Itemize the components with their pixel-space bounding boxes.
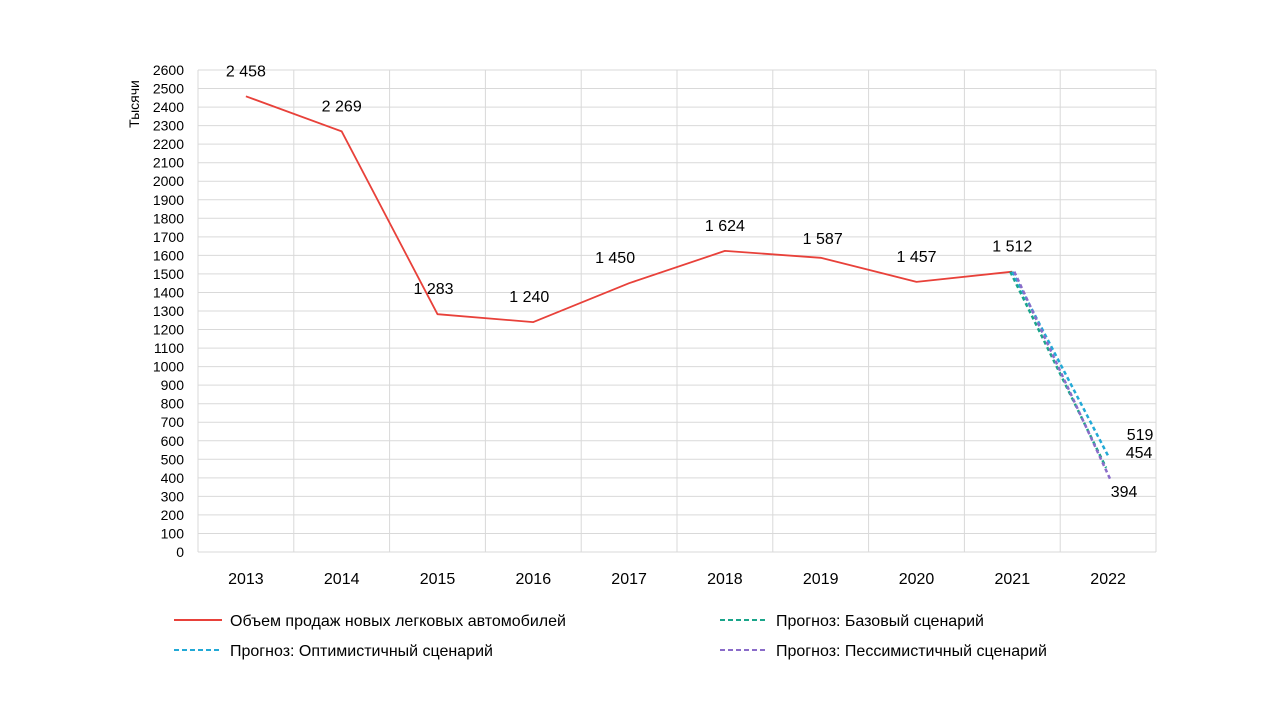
y-tick-label: 600 — [161, 433, 185, 449]
grid-lines — [197, 69, 1157, 553]
y-tick-label: 200 — [161, 507, 185, 523]
y-tick-label: 1400 — [153, 284, 184, 300]
series-line-2 — [1009, 271, 1108, 469]
x-tick-label: 2016 — [516, 571, 552, 588]
x-tick-label: 2013 — [228, 571, 264, 588]
y-axis: 0 100 200 300 400 500 600 700 800 900 1000 1100 1200… — [153, 62, 184, 560]
x-tick-label: 2017 — [611, 571, 647, 588]
data-label: 1 283 — [413, 281, 453, 298]
y-tick-label: 400 — [161, 470, 185, 486]
y-tick-label: 2400 — [153, 99, 184, 115]
data-label: 1 457 — [896, 249, 936, 266]
y-tick-label: 1900 — [153, 192, 184, 208]
legend: Объем продаж новых легковых автомобилей П… — [174, 613, 1047, 660]
data-label: 1 587 — [803, 231, 843, 248]
y-tick-label: 100 — [161, 525, 185, 541]
data-label: 1 450 — [595, 250, 635, 267]
x-tick-label: 2019 — [803, 571, 839, 588]
data-label: 519 — [1127, 427, 1154, 444]
y-tick-label: 2500 — [153, 81, 184, 97]
legend-item-3: Прогноз: Оптимистичный сценарий — [174, 643, 493, 660]
y-tick-label: 1700 — [153, 229, 184, 245]
y-tick-label: 1100 — [154, 340, 184, 356]
y-tick-label: 1800 — [153, 210, 184, 226]
data-label: 1 624 — [705, 218, 745, 235]
y-tick-label: 1500 — [153, 266, 184, 282]
data-label: 2 269 — [322, 98, 362, 115]
y-tick-label: 300 — [161, 488, 185, 504]
legend-label: Объем продаж новых легковых автомобилей — [230, 613, 566, 630]
data-label: 1 512 — [992, 239, 1032, 256]
data-label: 1 240 — [509, 289, 549, 306]
y-axis-title: Тысячи — [126, 80, 142, 128]
x-axis: 2013 2014 2015 2016 2017 2018 2019 2020 2021 2022 — [228, 571, 1126, 588]
legend-item-4: Прогноз: Пессимистичный сценарий — [720, 643, 1047, 660]
data-labels: 2 458 2 269 1 283 1 240 1 450 1 624 1 587 1 457… — [226, 63, 1154, 501]
y-tick-label: 2200 — [153, 136, 184, 152]
y-tick-label: 900 — [161, 377, 185, 393]
series-line-4 — [1013, 271, 1112, 480]
x-tick-label: 2015 — [420, 571, 456, 588]
y-tick-label: 0 — [176, 544, 184, 560]
legend-label: Прогноз: Пессимистичный сценарий — [776, 643, 1047, 660]
legend-item-2: Прогноз: Базовый сценарий — [720, 613, 984, 630]
data-label: 454 — [1126, 445, 1153, 462]
y-tick-label: 1000 — [153, 359, 184, 375]
x-tick-label: 2014 — [324, 571, 360, 588]
y-tick-label: 2100 — [153, 155, 184, 171]
series-lines — [245, 95, 1112, 480]
y-tick-label: 2600 — [153, 62, 184, 78]
x-tick-label: 2018 — [707, 571, 743, 588]
y-tick-label: 800 — [161, 396, 185, 412]
y-tick-label: 1300 — [153, 303, 184, 319]
legend-label: Прогноз: Оптимистичный сценарий — [230, 643, 493, 660]
x-tick-label: 2021 — [995, 571, 1031, 588]
x-tick-label: 2022 — [1090, 571, 1126, 588]
y-tick-label: 1600 — [153, 247, 184, 263]
y-tick-label: 2000 — [153, 173, 184, 189]
legend-item-1: Объем продаж новых легковых автомобилей — [174, 613, 566, 630]
data-label: 394 — [1111, 484, 1138, 501]
data-label: 2 458 — [226, 63, 266, 80]
legend-label: Прогноз: Базовый сценарий — [776, 613, 984, 630]
y-tick-label: 1200 — [153, 322, 184, 338]
y-tick-label: 700 — [161, 414, 185, 430]
series-line-1 — [245, 95, 1013, 323]
y-tick-label: 500 — [161, 451, 185, 467]
x-tick-label: 2020 — [899, 571, 935, 588]
y-tick-label: 2300 — [153, 118, 184, 134]
